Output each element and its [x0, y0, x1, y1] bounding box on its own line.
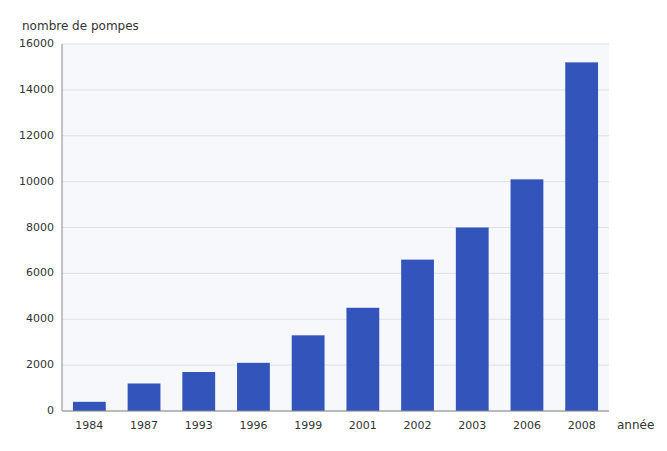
y-tick-label: 8000	[26, 221, 54, 234]
y-axis-line	[62, 44, 63, 411]
bar	[456, 228, 489, 412]
bar	[182, 372, 215, 411]
x-tick-label: 1996	[239, 419, 267, 432]
bar	[292, 335, 325, 411]
bar	[565, 62, 598, 411]
bars	[73, 62, 598, 411]
bar	[401, 260, 434, 411]
x-axis-line	[62, 411, 609, 412]
x-ticks: 1984 1987 1993 1996 1999 2001 2002 2003 2006 2008	[75, 419, 595, 432]
x-tick-label: 1987	[130, 419, 158, 432]
y-tick-label: 2000	[26, 358, 54, 371]
y-grid	[62, 44, 609, 411]
x-axis-label: année	[617, 418, 654, 432]
y-tick-label: 12000	[19, 129, 54, 142]
bar	[511, 179, 544, 411]
y-tick-label: 16000	[19, 37, 54, 50]
y-tick-label: 0	[47, 404, 54, 417]
x-tick-label: 1984	[75, 419, 103, 432]
x-tick-label: 2003	[458, 419, 486, 432]
y-tick-label: 4000	[26, 312, 54, 325]
x-tick-label: 2008	[568, 419, 596, 432]
y-tick-label: 6000	[26, 266, 54, 279]
grid-line	[62, 135, 609, 136]
y-tick-label: 14000	[19, 83, 54, 96]
chart-svg: 0 2000 4000 6000 8000 10000 12000 14000 16000 198…	[0, 0, 667, 451]
y-axis-label: nombre de pompes	[22, 19, 139, 33]
grid-line	[62, 44, 609, 45]
y-ticks: 0 2000 4000 6000 8000 10000 12000 14000 16000	[19, 37, 54, 417]
bar	[346, 308, 379, 411]
x-tick-label: 2001	[349, 419, 377, 432]
bar	[237, 363, 270, 411]
y-tick-label: 10000	[19, 175, 54, 188]
x-tick-label: 2006	[513, 419, 541, 432]
grid-line	[62, 411, 609, 412]
grid-line	[62, 89, 609, 90]
x-tick-label: 1993	[185, 419, 213, 432]
bar	[128, 383, 161, 411]
x-tick-label: 2002	[404, 419, 432, 432]
bar	[73, 402, 106, 411]
chart-container: 0 2000 4000 6000 8000 10000 12000 14000 16000 198…	[0, 0, 667, 451]
plot-background	[62, 44, 609, 411]
x-tick-label: 1999	[294, 419, 322, 432]
